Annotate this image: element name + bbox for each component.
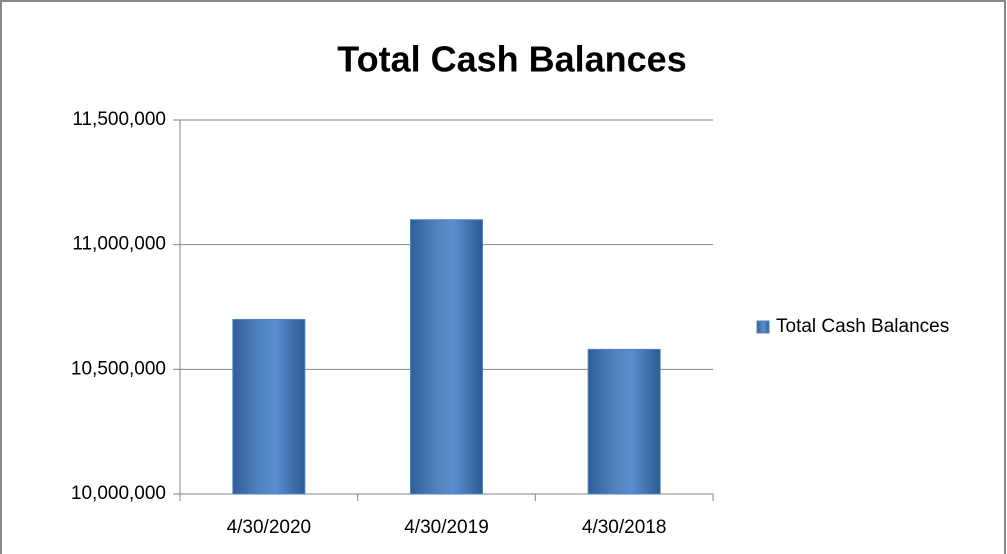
- chart-title: Total Cash Balances: [337, 39, 686, 80]
- y-tick-label: 10,500,000: [71, 358, 166, 379]
- y-tick-label: 11,000,000: [72, 234, 166, 255]
- y-tick-label: 11,500,000: [72, 109, 166, 130]
- bar: [587, 348, 661, 495]
- legend-label: Total Cash Balances: [776, 316, 949, 337]
- x-tick-label: 4/30/2019: [404, 517, 489, 538]
- bar: [410, 219, 483, 495]
- x-tick-label: 4/30/2020: [227, 517, 312, 538]
- legend-swatch: [756, 320, 770, 334]
- x-tick-label: 4/30/2018: [582, 517, 667, 538]
- bar: [232, 318, 306, 495]
- y-tick-label: 10,000,000: [71, 483, 166, 504]
